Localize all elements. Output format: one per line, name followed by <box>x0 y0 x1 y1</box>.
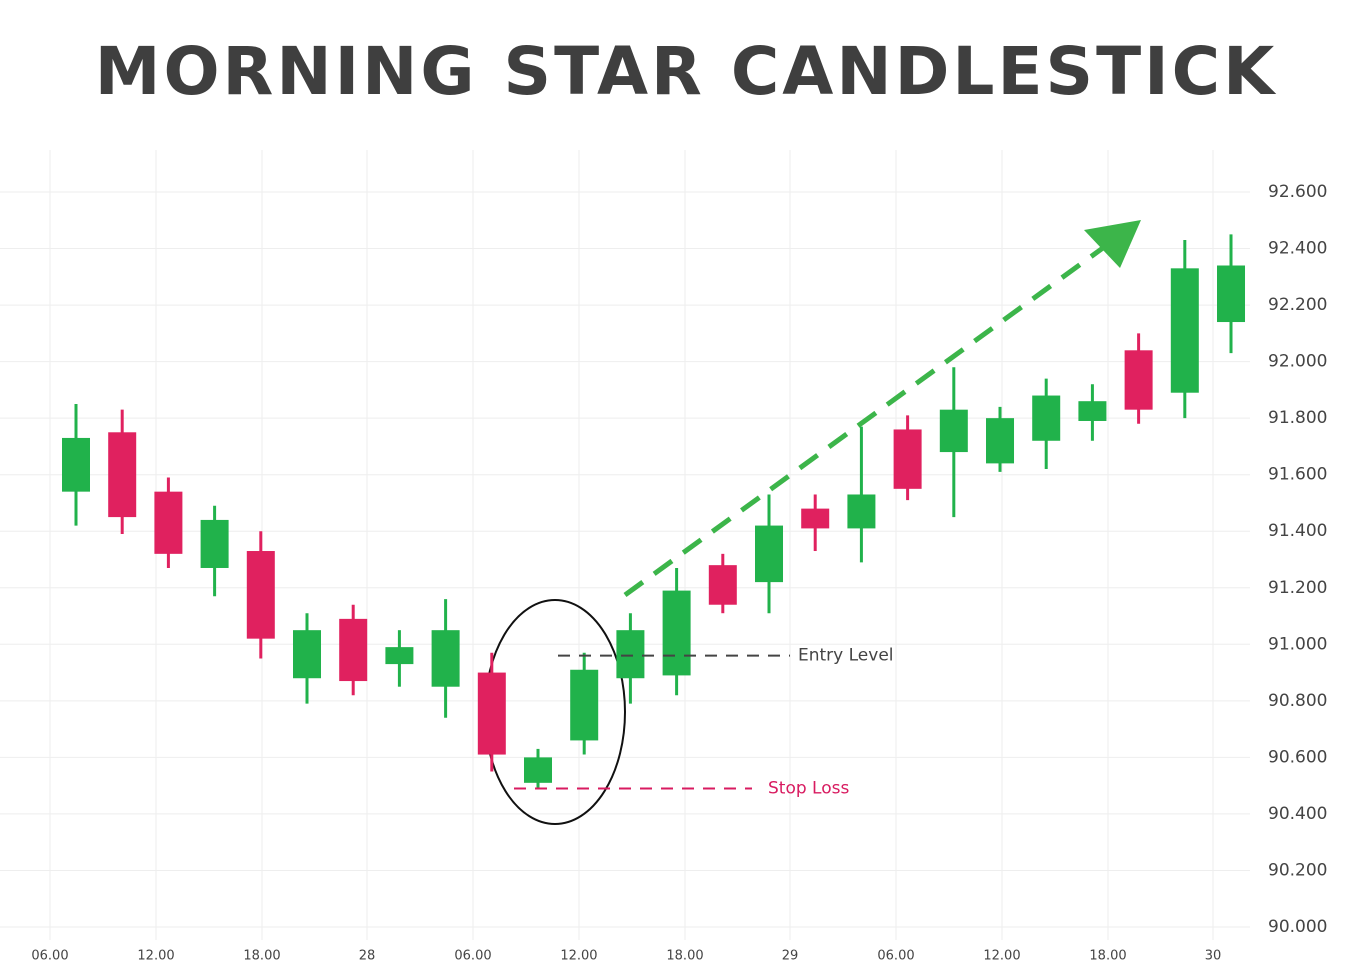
x-tick-label: 29 <box>782 949 799 964</box>
x-tick-label: 06.00 <box>454 949 491 964</box>
candle-body <box>1032 395 1061 441</box>
candle-body <box>1217 265 1246 323</box>
candle-body <box>524 757 553 783</box>
y-tick-label: 90.000 <box>1268 917 1327 937</box>
y-tick-label: 91.000 <box>1268 634 1327 654</box>
pattern-ellipse <box>484 599 626 825</box>
y-tick-label: 91.400 <box>1268 521 1327 541</box>
y-tick-label: 92.200 <box>1268 295 1327 315</box>
candle-body <box>293 630 322 679</box>
y-tick-label: 91.200 <box>1268 578 1327 598</box>
candle-body <box>847 494 876 529</box>
x-tick-label: 28 <box>359 949 376 964</box>
candle-body <box>339 618 368 682</box>
y-tick-label: 90.800 <box>1268 691 1327 711</box>
annotation-label: Entry Level <box>798 646 894 666</box>
x-tick-label: 30 <box>1205 949 1222 964</box>
candle-body <box>385 647 414 665</box>
y-tick-label: 90.600 <box>1268 747 1327 767</box>
candle-body <box>570 669 599 741</box>
candle-body <box>61 437 90 492</box>
y-tick-label: 92.600 <box>1268 182 1327 202</box>
y-tick-label: 92.400 <box>1268 239 1327 259</box>
y-tick-label: 90.400 <box>1268 804 1327 824</box>
x-tick-label: 12.00 <box>983 949 1020 964</box>
annotation-label: Stop Loss <box>768 778 849 798</box>
y-tick-label: 91.800 <box>1268 408 1327 428</box>
candle-body <box>893 429 922 489</box>
candle-body <box>154 491 183 554</box>
candle-body <box>662 590 691 676</box>
x-tick-label: 18.00 <box>1089 949 1126 964</box>
candle-body <box>708 565 737 605</box>
candle-body <box>986 418 1015 464</box>
y-tick-label: 91.600 <box>1268 465 1327 485</box>
trend-arrowhead <box>1084 220 1141 268</box>
candle-body <box>1170 268 1199 393</box>
candle-body <box>755 525 784 583</box>
candle-body <box>616 630 645 679</box>
x-tick-label: 06.00 <box>877 949 914 964</box>
x-tick-label: 12.00 <box>560 949 597 964</box>
trend-arrow <box>623 234 1120 598</box>
x-tick-label: 18.00 <box>666 949 703 964</box>
candle-body <box>200 519 229 568</box>
candle-body <box>108 432 137 518</box>
y-tick-label: 92.000 <box>1268 352 1327 372</box>
y-tick-label: 90.200 <box>1268 860 1327 880</box>
x-tick-label: 06.00 <box>31 949 68 964</box>
candle-body <box>477 672 506 755</box>
x-tick-label: 12.00 <box>137 949 174 964</box>
candle-body <box>246 551 275 639</box>
x-tick-label: 18.00 <box>243 949 280 964</box>
candle-body <box>939 409 968 453</box>
candle-body <box>1078 401 1107 421</box>
candle-body <box>1124 350 1153 410</box>
grid <box>0 150 1250 940</box>
candle-body <box>431 630 460 687</box>
candle-body <box>801 508 830 529</box>
chart-title: MORNING STAR CANDLESTICK <box>95 33 1277 110</box>
